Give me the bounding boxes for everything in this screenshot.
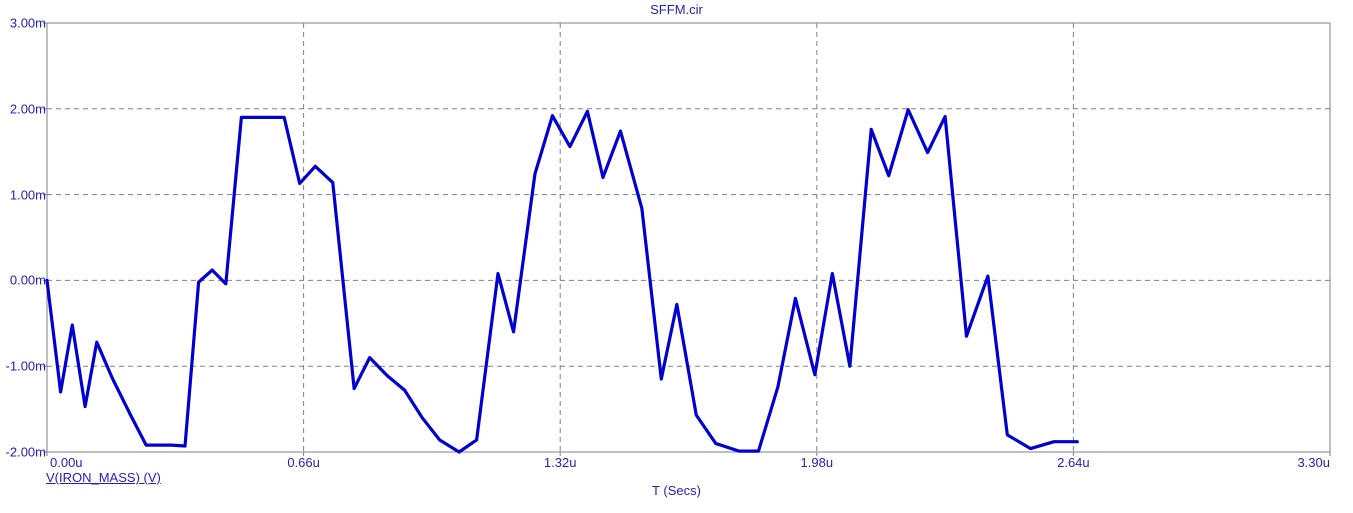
y-tick-label: 2.00m [9,101,46,117]
data-series-line-v-iron-mass[interactable] [45,108,1079,454]
chart-title: SFFM.cir [650,2,703,17]
y-tick-label: 3.00m [9,15,46,31]
x-tick-label: 3.30u [1297,455,1330,470]
y-tick-label: 0.00m [9,272,46,288]
x-tick-label: 0.66u [287,455,320,470]
series-legend-v-iron-mass[interactable]: V(IRON_MASS) (V) [46,470,161,485]
x-tick-label: 1.98u [800,455,834,470]
x-axis-title: T (Secs) [652,483,701,498]
x-tick-label: 2.64u [1057,455,1090,470]
y-tick-label: 1.00m [9,187,46,203]
y-tick-label: -1.00m [5,358,46,374]
x-tick-label: 1.32u [543,455,577,470]
y-tick-label: -2.00m [5,444,46,460]
x-tick-label: 0.00u [50,455,83,470]
